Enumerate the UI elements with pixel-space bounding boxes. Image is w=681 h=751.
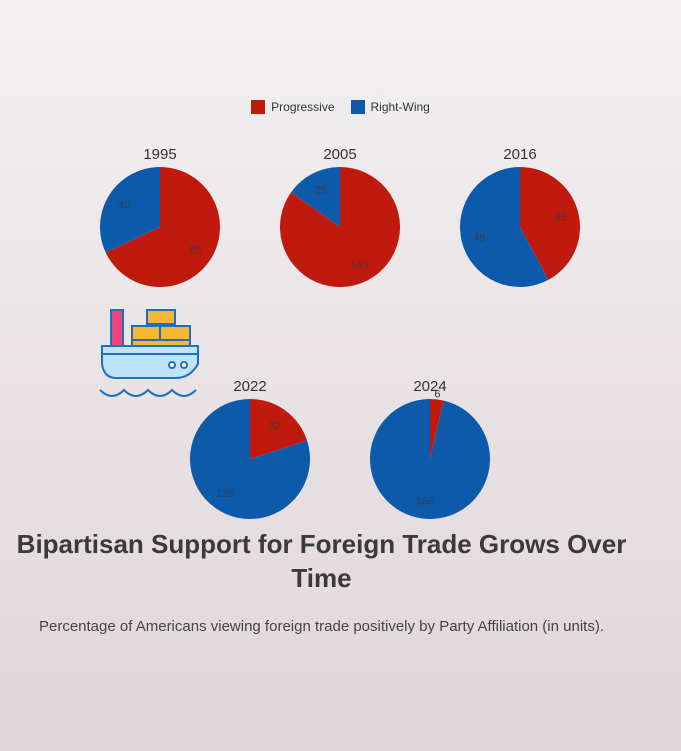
pie-slice [291,167,340,227]
chart-legend: Progressive Right-Wing [0,100,681,114]
pie-title: 2016 [503,146,536,163]
pie-slice [460,167,549,287]
pie-slice [250,399,308,459]
pie-title: 1995 [143,146,176,163]
cargo-ship-icon [99,309,199,397]
pie-slice [100,167,160,253]
pie-title: 2005 [323,146,356,163]
pie-title: 2022 [233,378,266,395]
pie-slice [370,399,491,520]
pie-slice [190,399,310,520]
slice-value-label: 128 [216,488,234,500]
pie-title: 2024 [413,378,446,395]
slice-value-label: 85 [189,245,201,257]
pie-2022: 2022 32 128 [190,378,310,520]
pie-2005: 2005 140 25 [280,146,401,288]
slice-value-label: 25 [315,185,327,197]
pie-slice [520,167,581,280]
slice-value-label: 40 [118,199,130,211]
chart-title: Bipartisan Support for Foreign Trade Gro… [16,529,627,593]
legend-swatch-progressive [251,100,266,114]
slice-value-label: 32 [269,420,281,432]
legend-label-progressive: Progressive [271,100,335,114]
pie-slice [105,167,221,288]
legend-swatch-right-wing [350,100,365,114]
slice-value-label: 35 [555,212,567,224]
slice-value-label: 140 [350,259,368,271]
legend-label-right-wing: Right-Wing [370,100,430,114]
slice-value-label: 6 [434,388,440,400]
slice-value-label: 160 [416,496,434,508]
legend-item-right-wing: Right-Wing [350,100,430,114]
pie-2016: 2016 35 48 [460,146,581,287]
slice-value-label: 48 [473,232,485,244]
pie-slice [280,167,401,288]
legend-item-progressive: Progressive [251,100,335,114]
pie-slice [430,399,444,459]
chart-subtitle: Percentage of Americans viewing foreign … [38,618,604,635]
pie-1995: 1995 85 40 [100,146,221,288]
